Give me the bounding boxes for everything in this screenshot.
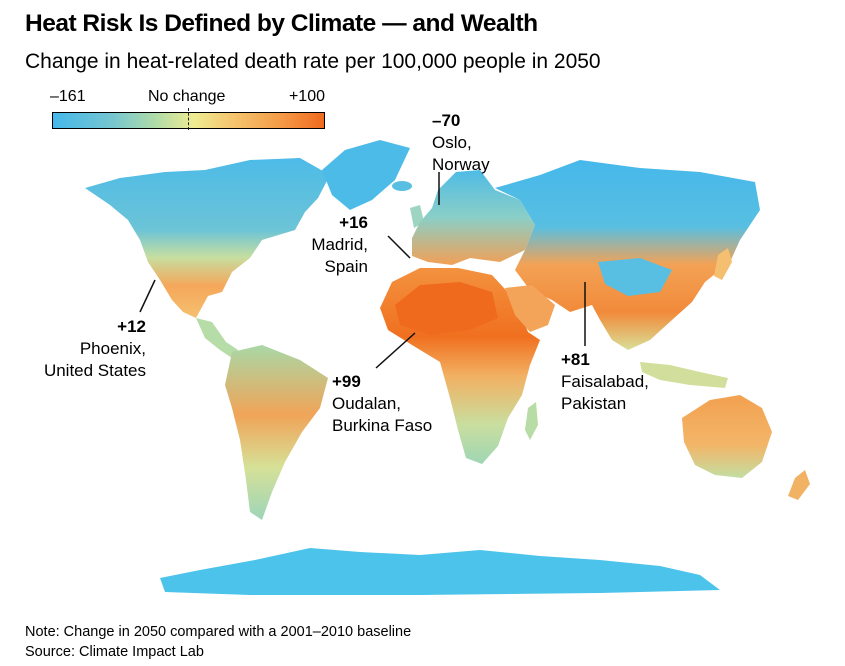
annotation-place-2: United States <box>43 361 146 380</box>
annotation-faisalabad: +81 Faisalabad, Pakistan <box>561 349 649 415</box>
annotation-oudalan: +99 Oudalan, Burkina Faso <box>332 371 432 437</box>
region-iceland <box>392 181 412 191</box>
annotation-oslo: –70 Oslo, Norway <box>432 110 490 176</box>
region-central-america <box>196 318 238 358</box>
legend-no-change-tick <box>188 108 189 130</box>
legend-max-label: +100 <box>288 88 325 105</box>
annotation-value: –70 <box>432 111 461 130</box>
region-south-america <box>225 345 328 520</box>
leader-phoenix <box>139 279 156 313</box>
annotation-phoenix: +12 Phoenix, United States <box>20 316 146 382</box>
region-japan <box>714 248 732 280</box>
leader-oudalan <box>375 332 416 369</box>
annotation-madrid: +16 Madrid, Spain <box>292 212 368 278</box>
footer: Note: Change in 2050 compared with a 200… <box>25 622 411 662</box>
region-arabia <box>505 285 555 332</box>
annotation-place: Oudalan, <box>332 394 401 413</box>
region-sahara <box>395 282 498 335</box>
color-legend: –161 No change +100 <box>50 88 327 132</box>
chart-title: Heat Risk Is Defined by Climate — and We… <box>25 10 538 37</box>
legend-mid-label: No change <box>148 88 226 105</box>
leader-madrid <box>387 235 411 259</box>
legend-min-label: –161 <box>50 88 86 105</box>
annotation-place-2: Burkina Faso <box>332 416 433 435</box>
annotation-place-2: Spain <box>324 257 368 276</box>
annotation-place-2: Norway <box>432 155 490 174</box>
annotation-place: Oslo, <box>432 133 472 152</box>
annotation-place: Faisalabad, <box>561 372 649 391</box>
region-greenland <box>322 140 410 210</box>
annotation-value: +81 <box>561 350 590 369</box>
region-asia <box>495 160 760 350</box>
annotation-value: +99 <box>332 372 361 391</box>
region-antarctica <box>160 548 720 595</box>
region-indonesia <box>640 362 728 388</box>
chart-subtitle: Change in heat-related death rate per 10… <box>25 50 601 73</box>
footer-source: Source: Climate Impact Lab <box>25 644 204 660</box>
region-tibet <box>598 258 672 296</box>
annotation-place: Madrid, <box>311 235 368 254</box>
annotation-place-2: Pakistan <box>561 394 627 413</box>
annotation-value: +12 <box>117 317 146 336</box>
region-europe <box>412 170 535 265</box>
region-madagascar <box>525 402 538 440</box>
region-australia <box>682 395 772 478</box>
annotation-place: Phoenix, <box>79 339 146 358</box>
region-new-zealand <box>788 470 810 500</box>
footer-note: Note: Change in 2050 compared with a 200… <box>25 624 412 640</box>
annotation-value: +16 <box>339 213 368 232</box>
region-north-america <box>85 158 330 318</box>
